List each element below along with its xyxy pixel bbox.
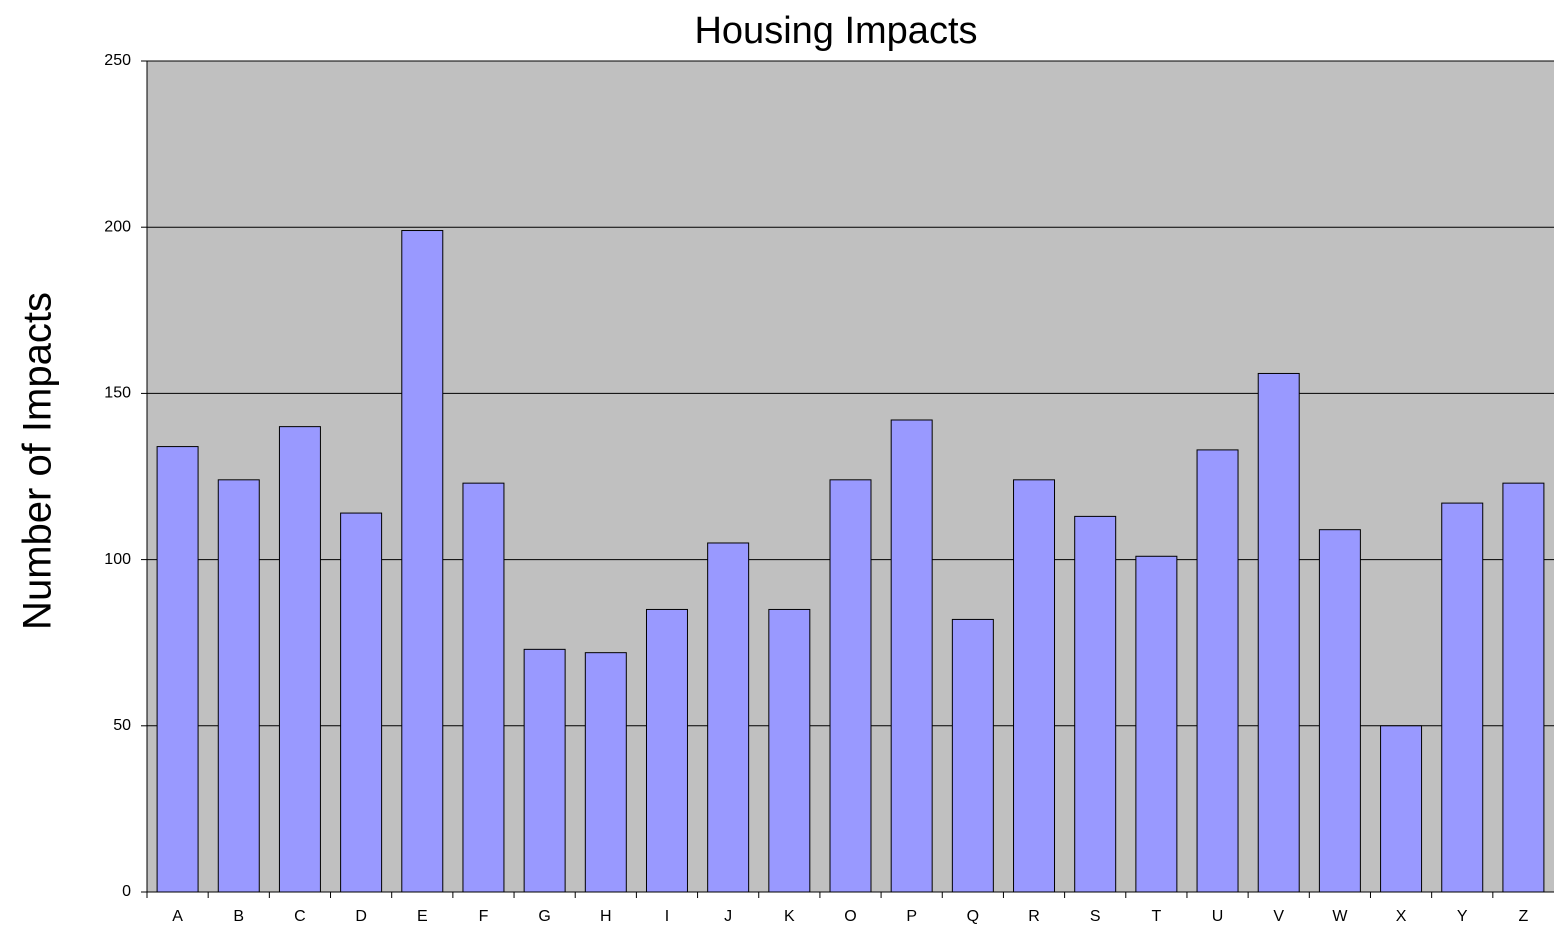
bar xyxy=(1502,482,1545,893)
x-tick-label: V xyxy=(1273,908,1284,925)
bar xyxy=(401,230,444,893)
bar xyxy=(523,648,566,893)
x-tick-label: J xyxy=(724,908,732,925)
x-tick-label: A xyxy=(172,908,183,925)
bar xyxy=(584,652,627,893)
x-tick-label: I xyxy=(665,908,669,925)
y-tick-label: 50 xyxy=(113,717,131,734)
x-tick-label: R xyxy=(1028,908,1040,925)
bar xyxy=(890,419,933,893)
x-tick-label: W xyxy=(1332,908,1348,925)
x-tick-label: P xyxy=(906,908,917,925)
bar xyxy=(951,618,994,893)
bar xyxy=(1074,515,1117,893)
y-tick-label: 0 xyxy=(122,883,131,900)
bar xyxy=(156,446,199,893)
bar xyxy=(1441,502,1484,893)
bar xyxy=(1257,372,1300,893)
chart-title: Housing Impacts xyxy=(694,10,977,52)
bar xyxy=(645,608,688,893)
bar xyxy=(1196,449,1239,893)
y-tick-label: 250 xyxy=(104,52,131,69)
bar xyxy=(768,608,811,893)
bar xyxy=(278,426,321,893)
bar xyxy=(1013,479,1056,893)
x-tick-label: O xyxy=(844,908,856,925)
bar xyxy=(1380,725,1423,893)
bar xyxy=(1318,529,1361,893)
x-tick-label: D xyxy=(355,908,367,925)
y-tick-label: 100 xyxy=(104,551,131,568)
x-tick-label: K xyxy=(784,908,795,925)
x-tick-label: H xyxy=(600,908,612,925)
x-tick-label: C xyxy=(294,908,306,925)
x-tick-label: Q xyxy=(967,908,979,925)
bar xyxy=(707,542,750,893)
x-tick-label: B xyxy=(233,908,244,925)
bar xyxy=(462,482,505,893)
x-tick-label: G xyxy=(538,908,550,925)
x-tick-label: E xyxy=(417,908,428,925)
x-tick-label: U xyxy=(1212,908,1224,925)
y-axis-label: Number of Impacts xyxy=(16,292,60,630)
bar xyxy=(217,479,260,893)
x-tick-label: T xyxy=(1151,908,1161,925)
x-tick-label: Y xyxy=(1457,908,1468,925)
bar xyxy=(1135,555,1178,893)
y-tick-label: 150 xyxy=(104,385,131,402)
x-tick-label: X xyxy=(1396,908,1407,925)
bar xyxy=(340,512,383,893)
x-tick-label: Z xyxy=(1519,908,1529,925)
x-tick-label: S xyxy=(1090,908,1101,925)
y-tick-label: 200 xyxy=(104,218,131,235)
x-tick-label: F xyxy=(479,908,489,925)
bar xyxy=(829,479,872,893)
